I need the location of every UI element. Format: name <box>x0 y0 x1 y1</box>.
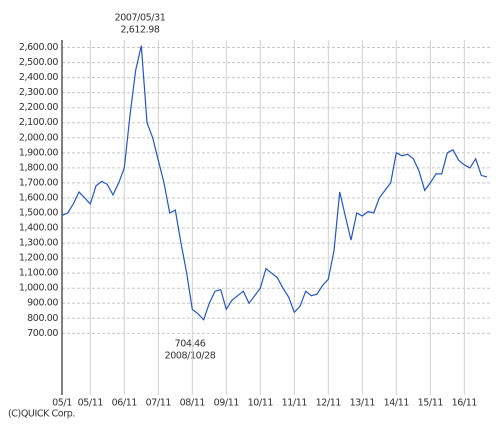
y-tick-label: 2,000.00 <box>19 132 58 143</box>
y-tick-label: 1,600.00 <box>19 192 58 203</box>
x-tick-label: 07/11 <box>146 398 172 409</box>
x-tick-label: 12/11 <box>316 398 342 409</box>
y-tick-label: 1,700.00 <box>19 177 58 188</box>
footer: (C)QUICK Corp. <box>8 409 75 420</box>
x-tick-label: 11/11 <box>282 398 308 409</box>
y-tick-label: 1,500.00 <box>19 207 58 218</box>
annotation: 2,612.98 <box>120 25 159 36</box>
y-tick-label: 700.00 <box>27 328 58 339</box>
x-tick-label: 10/11 <box>248 398 274 409</box>
x-tick-label: 14/11 <box>384 398 410 409</box>
y-tick-label: 1,800.00 <box>19 162 58 173</box>
y-tick-label: 2,200.00 <box>19 102 58 113</box>
x-tick-label: 05/11 <box>78 398 104 409</box>
y-tick-label: 1,100.00 <box>19 268 58 279</box>
y-tick-label: 1,400.00 <box>19 223 58 234</box>
annotation: 2008/10/28 <box>165 351 216 362</box>
y-tick-label: 800.00 <box>27 313 58 324</box>
y-tick-label: 1,900.00 <box>19 147 58 158</box>
x-tick-label: 08/11 <box>180 398 206 409</box>
y-tick-label: 2,100.00 <box>19 117 58 128</box>
y-tick-label: 900.00 <box>27 298 58 309</box>
annotation: 2007/05/31 <box>115 13 166 24</box>
x-tick-label: 05/1 <box>52 398 72 409</box>
y-tick-label: 2,400.00 <box>19 72 58 83</box>
line-series <box>61 45 488 321</box>
x-tick-label: 06/11 <box>112 398 138 409</box>
annotation: 704.46 <box>175 339 206 350</box>
x-tick-label: 09/11 <box>214 398 240 409</box>
y-tick-label: 1,000.00 <box>19 283 58 294</box>
x-tick-label: 16/11 <box>452 398 478 409</box>
y-tick-label: 1,300.00 <box>19 238 58 249</box>
y-tick-label: 2,300.00 <box>19 87 58 98</box>
y-tick-label: 2,600.00 <box>19 42 58 53</box>
y-tick-label: 2,500.00 <box>19 57 58 68</box>
y-tick-label: 1,200.00 <box>19 253 58 264</box>
x-tick-label: 13/11 <box>350 398 376 409</box>
x-tick-label: 15/11 <box>418 398 444 409</box>
